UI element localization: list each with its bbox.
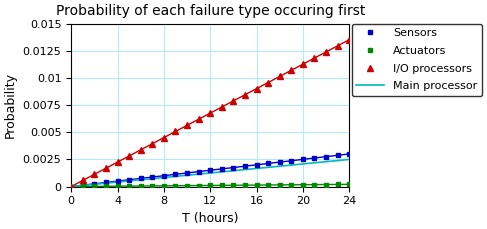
Sensors: [346, 153, 352, 155]
Sensors: [207, 169, 213, 172]
Actuators: [138, 185, 144, 187]
Sensors: [312, 157, 318, 159]
Actuators: [80, 185, 86, 188]
I/O processors: [138, 148, 144, 151]
Main processor: [322, 160, 328, 163]
Actuators: [254, 184, 260, 186]
I/O processors: [92, 173, 97, 176]
Actuators: [114, 185, 120, 188]
I/O processors: [346, 38, 352, 41]
Title: Probability of each failure type occuring first: Probability of each failure type occurin…: [56, 4, 365, 18]
I/O processors: [184, 124, 190, 127]
Actuators: [172, 184, 178, 187]
I/O processors: [80, 179, 86, 182]
Sensors: [138, 177, 144, 180]
Sensors: [150, 176, 155, 178]
I/O processors: [219, 106, 225, 108]
Main processor: [332, 159, 338, 162]
Line: Actuators: Actuators: [69, 182, 351, 189]
I/O processors: [126, 155, 132, 157]
Main processor: [346, 158, 352, 161]
Actuators: [265, 184, 271, 186]
Actuators: [196, 184, 202, 187]
Actuators: [161, 184, 167, 187]
Sensors: [230, 166, 236, 169]
I/O processors: [172, 130, 178, 133]
I/O processors: [254, 87, 260, 90]
Actuators: [242, 184, 248, 187]
I/O processors: [230, 100, 236, 102]
Sensors: [265, 162, 271, 165]
I/O processors: [312, 57, 318, 59]
Actuators: [68, 185, 74, 188]
I/O processors: [150, 142, 155, 145]
I/O processors: [288, 69, 294, 72]
Sensors: [103, 181, 109, 184]
I/O processors: [207, 112, 213, 114]
Main processor: [68, 185, 74, 188]
Line: Sensors: Sensors: [69, 152, 351, 189]
Actuators: [103, 185, 109, 188]
Sensors: [92, 183, 97, 185]
I/O processors: [68, 185, 74, 188]
Sensors: [254, 164, 260, 166]
I/O processors: [103, 167, 109, 169]
Sensors: [114, 180, 120, 183]
Y-axis label: Probability: Probability: [4, 72, 17, 138]
I/O processors: [265, 81, 271, 84]
Sensors: [68, 185, 74, 188]
Legend: Sensors, Actuators, I/O processors, Main processor: Sensors, Actuators, I/O processors, Main…: [352, 24, 482, 96]
Main processor: [120, 180, 126, 183]
Actuators: [277, 183, 282, 186]
I/O processors: [242, 93, 248, 96]
Actuators: [312, 183, 318, 186]
Sensors: [335, 154, 340, 157]
Sensors: [277, 161, 282, 164]
Actuators: [230, 184, 236, 187]
Actuators: [207, 184, 213, 187]
Actuators: [288, 183, 294, 186]
Actuators: [126, 185, 132, 188]
Actuators: [219, 184, 225, 187]
X-axis label: T (hours): T (hours): [182, 212, 239, 225]
Main processor: [142, 178, 148, 181]
Line: I/O processors: I/O processors: [68, 37, 352, 189]
Actuators: [150, 185, 155, 187]
I/O processors: [300, 63, 306, 65]
I/O processors: [161, 136, 167, 139]
Sensors: [196, 170, 202, 173]
Sensors: [323, 155, 329, 158]
Main processor: [85, 184, 91, 186]
Sensors: [288, 159, 294, 162]
Main processor: [79, 184, 85, 187]
Actuators: [300, 183, 306, 186]
Sensors: [80, 184, 86, 187]
Line: Main processor: Main processor: [71, 159, 349, 187]
Sensors: [300, 158, 306, 161]
Actuators: [184, 184, 190, 187]
I/O processors: [277, 75, 282, 78]
Actuators: [92, 185, 97, 188]
I/O processors: [196, 118, 202, 121]
Sensors: [161, 174, 167, 177]
Sensors: [184, 172, 190, 174]
Actuators: [346, 183, 352, 186]
Actuators: [323, 183, 329, 186]
Sensors: [242, 165, 248, 168]
Sensors: [126, 178, 132, 181]
Sensors: [219, 168, 225, 170]
I/O processors: [323, 51, 329, 53]
I/O processors: [335, 44, 340, 47]
I/O processors: [114, 161, 120, 164]
Actuators: [335, 183, 340, 186]
Sensors: [172, 173, 178, 176]
